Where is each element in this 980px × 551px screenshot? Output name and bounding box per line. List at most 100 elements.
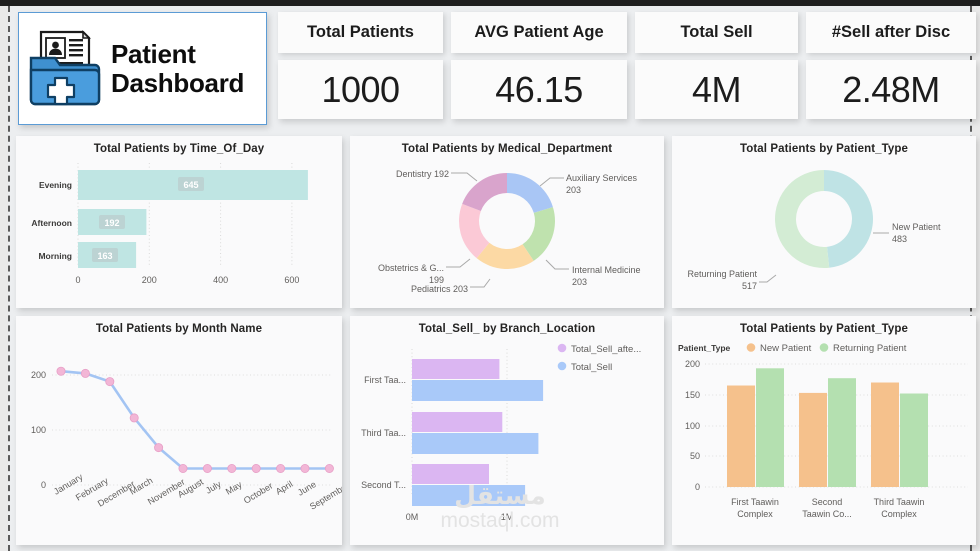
bar-label-afternoon: 192 (104, 218, 119, 228)
kpi-value-card-avg-patient-age[interactable]: 46.15 (451, 60, 627, 119)
legend-label-returning-patient: Returning Patient (833, 343, 907, 354)
chart-total-sell-by-branch-location[interactable]: Total_Sell_ by Branch_Location Total_Sel… (350, 316, 664, 545)
logo-title-line-1: Patient (111, 39, 196, 70)
bar-third-taawin-new-patient[interactable] (871, 382, 899, 488)
kpi-header-total-patients: Total Patients (278, 12, 443, 53)
ytick-third-taawin: Third Taa... (361, 428, 406, 438)
donut-label-returning-patient-value: 517 (742, 281, 757, 291)
bar-first-taawin-after-disc[interactable] (412, 359, 500, 379)
window-title-bar (0, 0, 980, 6)
chart-title: Total Patients by Time_Of_Day (93, 143, 265, 155)
legend-label-total-sell-after: Total_Sell_afte... (571, 344, 641, 355)
donut-label-new-patient-value: 483 (892, 234, 907, 244)
legend-label-new-patient: New Patient (760, 343, 812, 354)
legend-title: Patient_Type (678, 343, 731, 353)
xtick-june: June (296, 479, 318, 498)
xtick-second-taawin-line1: Second (812, 497, 843, 507)
dashboard-logo: Patient Dashboard (18, 12, 267, 125)
bar-first-taawin-total-sell[interactable] (412, 380, 544, 401)
ytick-evening: Evening (39, 180, 72, 190)
chart-title: Total Patients by Patient_Type (739, 143, 909, 155)
ytick-0: 0 (41, 480, 46, 490)
bar-second-taawin-returning-patient[interactable] (828, 378, 856, 487)
bar-second-taawin-new-patient[interactable] (799, 392, 827, 487)
chart-patients-by-month-name[interactable]: Total Patients by Month Name 0 100 200 (16, 316, 351, 545)
kpi-value-card-total-patients[interactable]: 1000 (278, 60, 443, 119)
bar-third-taawin-after-disc[interactable] (412, 412, 503, 432)
logo-title-line-2: Dashboard (111, 67, 245, 98)
donut-label-pediatrics: Pediatrics 203 (411, 284, 468, 294)
ytick-100: 100 (685, 421, 700, 431)
ytick-200: 200 (685, 359, 700, 369)
xtick-0: 0 (75, 275, 80, 285)
line-markers[interactable] (56, 366, 334, 473)
xtick-april: April (274, 479, 295, 497)
donut-slice-obstetrics[interactable] (459, 203, 490, 259)
xtick-may: May (224, 479, 244, 497)
ytick-afternoon: Afternoon (31, 218, 72, 228)
donut-label-internal-medicine-value: 203 (572, 277, 587, 287)
kpi-value: 4M (691, 68, 742, 110)
donut-label-auxiliary-services-value: 203 (566, 185, 581, 195)
line-series-total-patients[interactable] (60, 369, 330, 470)
chart-title: Total_Sell_ by Branch_Location (418, 323, 596, 335)
donut-slice-pediatrics[interactable] (476, 242, 534, 269)
chart-title: Total Patients by Medical_Department (401, 143, 613, 155)
donut-label-obstetrics-value: 199 (429, 275, 444, 285)
chart-patients-by-patient-type-column[interactable]: Total Patients by Patient_Type Patient_T… (672, 316, 976, 545)
xtick-third-taawin-line2: Complex (881, 509, 917, 519)
kpi-value-card-sell-after-disc[interactable]: 2.48M (806, 60, 976, 119)
ytick-150: 150 (685, 390, 700, 400)
legend-label-total-sell: Total_Sell (571, 362, 612, 373)
donut-chart-svg: Auxiliary Services 203 Internal Medicine… (378, 169, 641, 294)
chart-title: Total Patients by Month Name (95, 323, 263, 335)
dashboard-logo-text: Patient Dashboard (111, 40, 244, 96)
chart-patients-by-time-of-day[interactable]: Total Patients by Time_Of_Day 645 192 16… (16, 136, 342, 308)
bar-second-taawin-after-disc[interactable] (412, 464, 489, 484)
xtick-first-taawin-line2: Complex (737, 509, 773, 519)
xtick-1m: 1M (501, 512, 514, 522)
xtick-july: July (204, 479, 223, 496)
donut-slice-new-patient[interactable] (824, 170, 873, 268)
ytick-first-taawin: First Taa... (364, 375, 406, 385)
xtick-400: 400 (213, 275, 228, 285)
chart-patients-by-medical-department[interactable]: Total Patients by Medical_Department (350, 136, 664, 308)
legend-swatch-total-sell (557, 361, 567, 371)
chart-legend[interactable]: Patient_Type New Patient Returning Patie… (678, 343, 907, 354)
kpi-header-sell-after-disc: #Sell after Disc (806, 12, 976, 53)
bar-first-taawin-new-patient[interactable] (727, 385, 755, 488)
donut-slice-internal-medicine[interactable] (522, 207, 555, 261)
donut-label-obstetrics: Obstetrics & G... (378, 263, 444, 273)
bar-chart-svg: 645 192 163 Evening Afternoon Morning 0 … (31, 163, 308, 285)
xtick-october: October (242, 481, 275, 506)
ytick-200: 200 (31, 370, 46, 380)
xtick-200: 200 (142, 275, 157, 285)
xtick-second-taawin-line2: Taawin Co... (802, 509, 852, 519)
chart-legend[interactable]: Total_Sell_afte... Total_Sell (557, 343, 642, 373)
bar-label-evening: 645 (183, 180, 198, 190)
bar-third-taawin-total-sell[interactable] (412, 433, 539, 454)
kpi-label: Total Sell (680, 23, 753, 41)
bar-third-taawin-returning-patient[interactable] (900, 393, 928, 488)
bar-second-taawin-total-sell[interactable] (412, 485, 526, 506)
kpi-label: #Sell after Disc (831, 23, 951, 41)
donut-slice-auxiliary-services[interactable] (507, 173, 553, 213)
donut-label-dentistry: Dentistry 192 (396, 169, 449, 179)
bar-first-taawin-returning-patient[interactable] (756, 368, 784, 487)
kpi-value-card-total-sell[interactable]: 4M (635, 60, 798, 119)
chart-patients-by-patient-type-donut[interactable]: Total Patients by Patient_Type New Patie… (672, 136, 976, 308)
kpi-value: 46.15 (495, 68, 583, 110)
xtick-first-taawin-line1: First Taawin (731, 497, 779, 507)
line-chart-svg: 0 100 200 January (31, 366, 351, 512)
donut-label-auxiliary-services: Auxiliary Services (566, 173, 638, 183)
donut-label-returning-patient: Returning Patient (687, 269, 757, 279)
ytick-0: 0 (695, 482, 700, 492)
legend-swatch-total-sell-after (557, 343, 567, 353)
donut-slice-dentistry[interactable] (462, 173, 507, 211)
ytick-second-taawin: Second T... (361, 480, 406, 490)
ytick-50: 50 (690, 451, 700, 461)
report-page: Patient Dashboard Total Patients 1000 AV… (10, 6, 976, 551)
kpi-label: AVG Patient Age (474, 23, 604, 41)
kpi-value: 2.48M (842, 68, 940, 110)
donut-slice-returning-patient[interactable] (774, 170, 830, 268)
